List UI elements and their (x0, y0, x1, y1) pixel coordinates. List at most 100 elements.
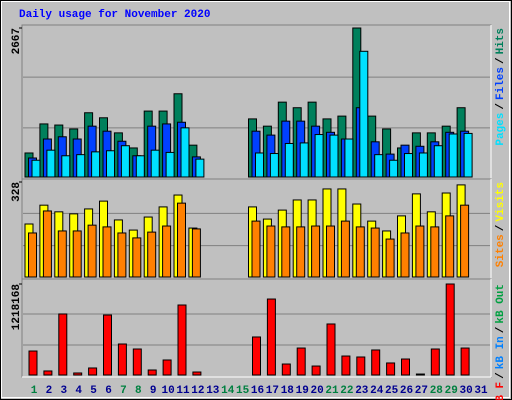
x-tick-label: 7 (120, 385, 127, 397)
bar (433, 145, 443, 178)
x-tick-label: 3 (60, 385, 67, 397)
legend-entry: Sites (495, 234, 507, 267)
bar (88, 367, 98, 376)
bar (266, 298, 276, 376)
x-tick-label: 2 (46, 385, 53, 397)
bar (341, 355, 351, 376)
bar (255, 152, 264, 178)
bar (374, 154, 384, 178)
bar (72, 230, 82, 278)
y-tick-label: 328 (11, 182, 23, 202)
bar (150, 149, 160, 178)
bar (269, 153, 279, 178)
x-tick-label: 1 (31, 385, 38, 397)
x-tick-label: 9 (150, 385, 157, 397)
bar (162, 225, 172, 278)
x-tick-label: 4 (75, 385, 82, 397)
bar (132, 237, 142, 278)
bar (385, 238, 395, 278)
y-tick-label: 2667 (11, 28, 23, 54)
legend-entry: Hits (495, 28, 507, 54)
legend: Sites / Visits (495, 182, 507, 267)
bar (418, 152, 428, 178)
bar (448, 133, 458, 178)
x-tick-label: 30 (459, 385, 472, 397)
bar (73, 372, 83, 376)
bar (192, 371, 202, 376)
bar (106, 150, 115, 178)
bar (401, 358, 410, 376)
bar (147, 369, 157, 376)
bar (311, 365, 321, 376)
bar (177, 304, 187, 376)
legend-entry: kB Out (495, 284, 507, 324)
bar (177, 202, 186, 278)
x-tick-label: 21 (325, 385, 339, 397)
bar (460, 204, 470, 278)
x-tick-label: 8 (135, 385, 142, 397)
bar (386, 362, 396, 376)
bar (463, 132, 473, 178)
bar (281, 363, 291, 376)
x-tick-label: 13 (206, 385, 220, 397)
legend-separator: / (495, 103, 507, 110)
bar (117, 232, 127, 278)
x-tick-label: 27 (415, 385, 428, 397)
bar (415, 373, 425, 376)
x-tick-label: 10 (161, 385, 174, 397)
bar (195, 158, 205, 178)
bar (359, 50, 369, 178)
bar (370, 227, 380, 278)
x-tick-label: 24 (370, 385, 384, 397)
bar (76, 154, 86, 178)
x-tick-label: 29 (445, 385, 458, 397)
x-tick-label: 12 (191, 385, 204, 397)
bar (117, 343, 127, 376)
x-tick-label: 20 (310, 385, 323, 397)
bar (356, 356, 366, 376)
bar (46, 149, 56, 178)
x-tick-label: 23 (355, 385, 369, 397)
x-tick-label: 19 (296, 385, 309, 397)
bar (135, 155, 145, 178)
bar (61, 155, 71, 178)
x-tick-label: 14 (221, 385, 235, 397)
bar (103, 314, 112, 376)
x-tick-label: 17 (266, 385, 279, 397)
x-tick-label: 15 (236, 385, 250, 397)
x-tick-label: 6 (105, 385, 112, 397)
bar (329, 134, 339, 178)
bar (389, 159, 399, 178)
bar (251, 220, 261, 278)
bar (87, 224, 97, 278)
bar (28, 350, 38, 376)
bar (281, 226, 291, 278)
x-tick-label: 26 (400, 385, 413, 397)
legend-entry: Pages (495, 113, 507, 146)
bar (404, 153, 413, 178)
chart-title: Daily usage for November 2020 (19, 9, 210, 21)
legend-entry: Visits (495, 182, 507, 222)
bar (311, 225, 321, 278)
bar (180, 127, 190, 178)
bar (299, 142, 309, 178)
bar (400, 232, 410, 278)
x-tick-label: 28 (430, 385, 444, 397)
bar (102, 226, 112, 278)
bar (460, 347, 470, 376)
bar (445, 283, 455, 376)
bar (296, 347, 306, 376)
x-tick-label: 22 (340, 385, 353, 397)
legend-entry: Files (495, 67, 507, 100)
y-tick-label: 1218168 (11, 284, 23, 331)
bar (296, 226, 306, 278)
bar (284, 142, 294, 178)
x-tick-label: 11 (176, 385, 190, 397)
legend-entry: kB In (495, 336, 507, 369)
bar (340, 220, 350, 278)
x-tick-label: 16 (251, 385, 264, 397)
bar (326, 225, 335, 278)
bar (120, 145, 130, 178)
bar (314, 134, 324, 178)
